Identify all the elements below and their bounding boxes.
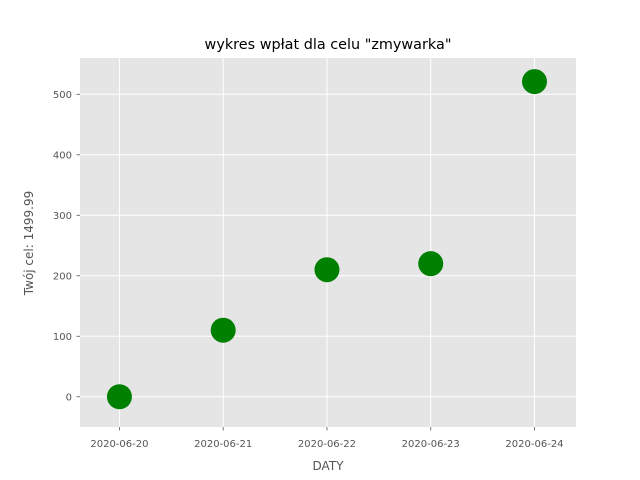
x-axis-ticks: 2020-06-20 2020-06-21 2020-06-22 2020-06-23…	[90, 427, 564, 450]
y-tick-label: 500	[53, 90, 72, 101]
data-point	[314, 257, 340, 283]
x-tick-label: 2020-06-20	[90, 439, 148, 450]
chart-title: wykres wpłat dla celu "zmywarka"	[205, 37, 452, 53]
y-tick-label: 400	[53, 150, 72, 161]
data-point	[210, 317, 236, 343]
y-tick-label: 100	[53, 332, 72, 343]
y-tick-label: 300	[53, 211, 72, 222]
plot-area	[80, 58, 576, 427]
y-axis-label: Twój cel: 1499.99	[22, 191, 36, 296]
grid-lines	[80, 58, 576, 427]
data-points	[106, 69, 547, 410]
data-point	[521, 69, 547, 95]
y-axis-ticks: 0 100 200 300 400 500	[53, 90, 80, 403]
data-point	[418, 251, 444, 277]
x-tick-label: 2020-06-21	[194, 439, 252, 450]
x-tick-label: 2020-06-24	[505, 439, 563, 450]
x-axis-label: DATY	[313, 459, 345, 473]
y-tick-label: 0	[66, 392, 72, 403]
x-tick-label: 2020-06-23	[402, 439, 460, 450]
data-point	[106, 384, 132, 410]
y-tick-label: 200	[53, 271, 72, 282]
x-tick-label: 2020-06-22	[298, 439, 356, 450]
